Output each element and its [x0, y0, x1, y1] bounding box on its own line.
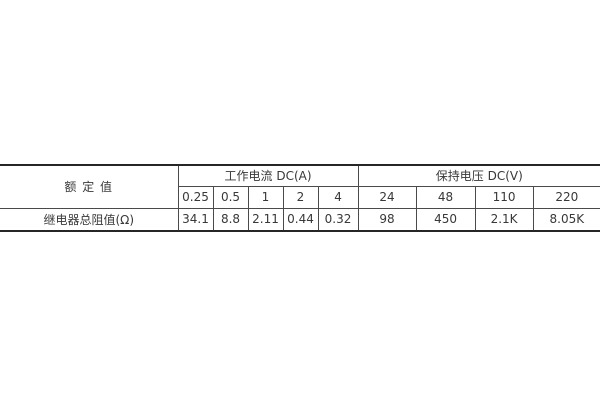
current-column-header: 1 [247, 185, 284, 209]
resistance-value-cell: 2.11 [247, 207, 284, 232]
rated-value-header: 额 定 值 [0, 164, 179, 209]
group-header-row: 额 定 值 工作电流 DC(A) 保持电压 DC(V) [0, 164, 600, 209]
resistance-row-label: 继电器总阻值(Ω) [0, 207, 179, 232]
voltage-column-header: 220 [532, 185, 600, 209]
current-column-header: 4 [317, 185, 359, 209]
voltage-column-header: 48 [415, 185, 476, 209]
resistance-value-cell: 450 [415, 207, 476, 232]
current-column-header: 2 [282, 185, 319, 209]
resistance-value-cell: 0.32 [317, 207, 359, 232]
resistance-value-cell: 0.44 [282, 207, 319, 232]
resistance-value-cell: 8.05K [532, 207, 600, 232]
working-current-group-header: 工作电流 DC(A) [177, 164, 359, 187]
resistance-value-cell: 8.8 [212, 207, 249, 232]
current-column-header: 0.5 [212, 185, 249, 209]
resistance-data-row: 继电器总阻值(Ω) 34.1 8.8 2.11 0.44 0.32 98 450… [0, 207, 600, 232]
relay-spec-table: 额 定 值 工作电流 DC(A) 保持电压 DC(V) 0.25 0.5 1 2… [0, 164, 600, 232]
current-column-header: 0.25 [177, 185, 214, 209]
resistance-value-cell: 98 [357, 207, 417, 232]
sub-header-row: 0.25 0.5 1 2 4 24 48 110 220 [0, 185, 600, 209]
resistance-value-cell: 2.1K [474, 207, 534, 232]
voltage-column-header: 24 [357, 185, 417, 209]
holding-voltage-group-header: 保持电压 DC(V) [357, 164, 600, 187]
resistance-value-cell: 34.1 [177, 207, 214, 232]
voltage-column-header: 110 [474, 185, 534, 209]
